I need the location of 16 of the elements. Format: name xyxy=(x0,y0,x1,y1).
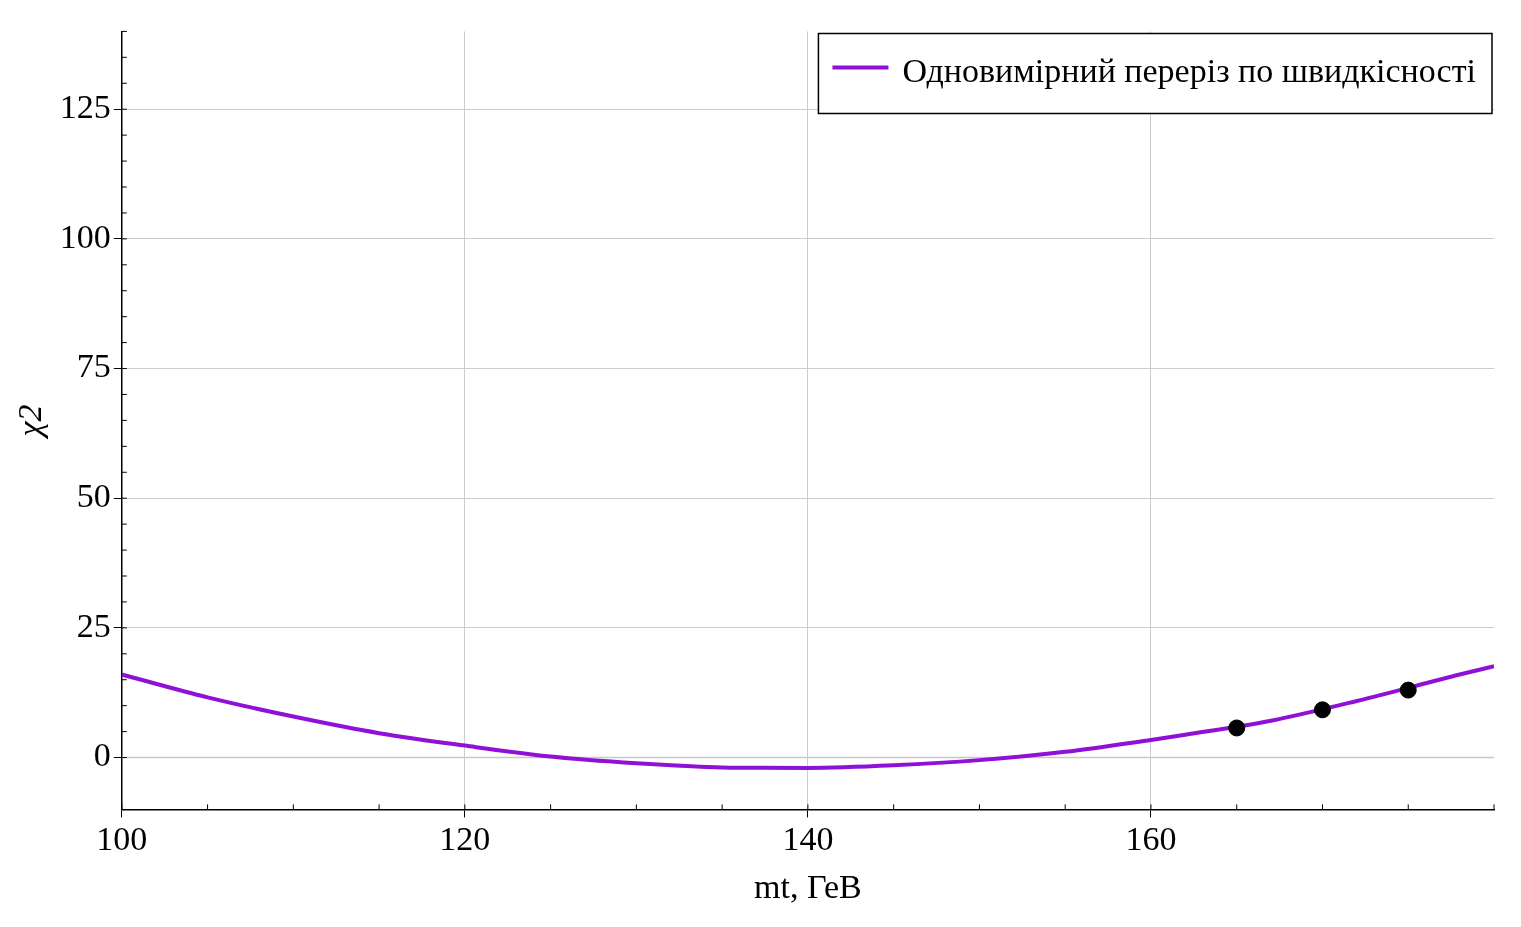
y-tick-label: 0 xyxy=(93,736,111,774)
legend-label: Одновимірний переріз по швидкісності xyxy=(902,52,1477,90)
point xyxy=(1313,701,1331,719)
y-tick-label: 25 xyxy=(76,606,111,644)
line-series xyxy=(121,664,1494,770)
y-tick-label: 75 xyxy=(76,347,111,385)
y-axis-title: χ2 xyxy=(11,404,49,440)
y-tick-label: 100 xyxy=(59,217,111,255)
y-tick-label: 50 xyxy=(76,477,111,515)
x-tick-label: 160 xyxy=(1125,819,1177,857)
x-tick-label: 140 xyxy=(782,819,834,857)
x-tick-label: 120 xyxy=(439,819,491,857)
y-tick-label: 125 xyxy=(59,88,111,126)
point xyxy=(1228,719,1246,737)
point xyxy=(1399,681,1417,699)
x-axis-title: mt, ГеВ xyxy=(754,867,862,905)
